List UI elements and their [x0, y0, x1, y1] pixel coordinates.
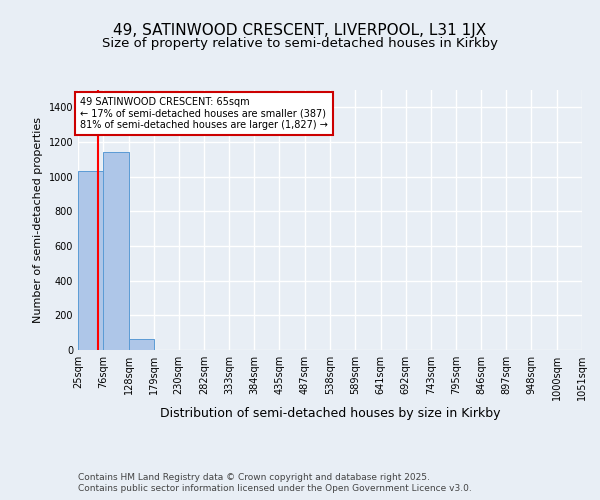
- Text: Contains public sector information licensed under the Open Government Licence v3: Contains public sector information licen…: [78, 484, 472, 493]
- Bar: [128, 338, 154, 350]
- Y-axis label: Number of semi-detached properties: Number of semi-detached properties: [33, 117, 43, 323]
- Text: Size of property relative to semi-detached houses in Kirkby: Size of property relative to semi-detach…: [102, 38, 498, 51]
- Text: Contains HM Land Registry data © Crown copyright and database right 2025.: Contains HM Land Registry data © Crown c…: [78, 472, 430, 482]
- Text: 49 SATINWOOD CRESCENT: 65sqm
← 17% of semi-detached houses are smaller (387)
81%: 49 SATINWOOD CRESCENT: 65sqm ← 17% of se…: [80, 97, 328, 130]
- Text: 49, SATINWOOD CRESCENT, LIVERPOOL, L31 1JX: 49, SATINWOOD CRESCENT, LIVERPOOL, L31 1…: [113, 22, 487, 38]
- Bar: [103, 152, 128, 350]
- X-axis label: Distribution of semi-detached houses by size in Kirkby: Distribution of semi-detached houses by …: [160, 407, 500, 420]
- Bar: [78, 170, 103, 350]
